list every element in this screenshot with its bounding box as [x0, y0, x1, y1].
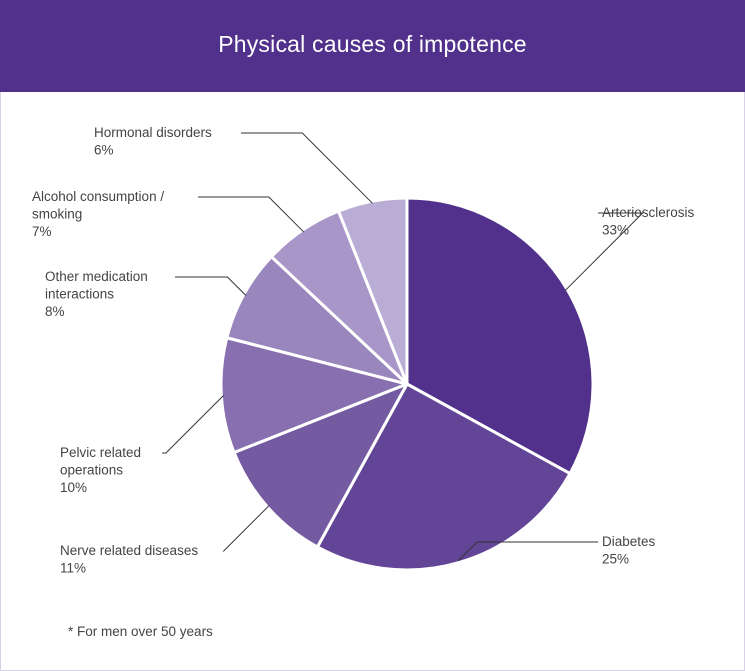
slice-value-diabetes: 25% — [602, 552, 629, 567]
slice-label-alcohol-consumption-smoking: Alcohol consumption / — [32, 189, 164, 204]
slice-label-pelvic-related-operations: operations — [60, 463, 123, 478]
pie-slice-hormonal-disorders — [337, 196, 409, 386]
slice-labels: Arteriosclerosis 33% Diabetes 25% Nerve rela… — [32, 125, 695, 576]
slice-value-hormonal-disorders: 6% — [94, 143, 114, 158]
leader-line-nerve-related-diseases — [222, 505, 270, 552]
slice-value-arteriosclerosis: 33% — [602, 223, 629, 238]
slice-value-alcohol-consumption-smoking: 7% — [32, 224, 52, 239]
chart-title: Physical causes of impotence — [218, 30, 527, 57]
slice-value-pelvic-related-operations: 10% — [60, 480, 87, 495]
pie-slice-pelvic-related-operations — [219, 336, 409, 454]
leader-lines — [162, 132, 644, 562]
header-banner: Physical causes of impotence — [0, 0, 745, 92]
slice-label-alcohol-consumption-smoking: smoking — [32, 207, 82, 222]
slice-label-other-medication-interactions: Other medication — [45, 269, 148, 284]
slice-label-hormonal-disorders: Hormonal disorders — [94, 125, 212, 140]
slice-label-other-medication-interactions: interactions — [45, 287, 114, 302]
leader-line-hormonal-disorders — [241, 132, 373, 204]
leader-line-pelvic-related-operations — [162, 395, 224, 454]
pie-slice-arteriosclerosis — [405, 196, 595, 476]
leader-line-diabetes — [457, 541, 598, 562]
footnote: * For men over 50 years — [68, 624, 213, 639]
pie-slice-diabetes — [315, 382, 572, 572]
slice-value-nerve-related-diseases: 11% — [60, 561, 86, 576]
leader-line-other-medication-interactions — [175, 276, 247, 296]
slice-value-other-medication-interactions: 8% — [45, 304, 65, 319]
pie-slice-other-medication-interactions — [225, 255, 409, 386]
slice-label-nerve-related-diseases: Nerve related diseases — [60, 543, 198, 558]
leader-line-arteriosclerosis — [565, 212, 644, 291]
slice-label-pelvic-related-operations: Pelvic related — [60, 445, 141, 460]
leader-line-alcohol-consumption-smoking — [198, 196, 304, 233]
pie-slices — [219, 196, 595, 572]
slice-label-diabetes: Diabetes — [602, 534, 656, 549]
slice-label-arteriosclerosis: Arteriosclerosis — [602, 205, 695, 220]
